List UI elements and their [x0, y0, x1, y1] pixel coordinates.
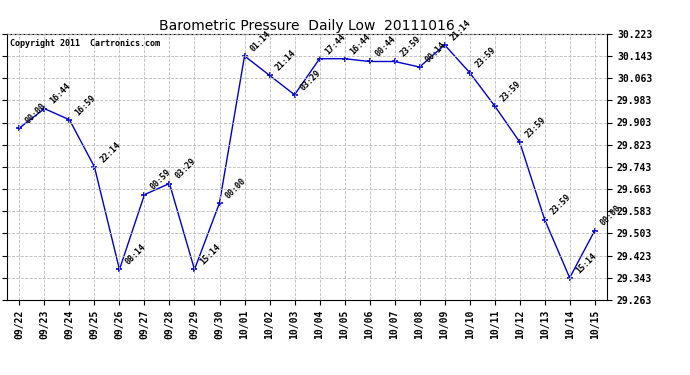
Text: 21:14: 21:14 — [448, 18, 473, 42]
Text: 00:14: 00:14 — [424, 40, 448, 64]
Text: 08:14: 08:14 — [124, 243, 148, 267]
Text: 22:14: 22:14 — [99, 140, 123, 164]
Text: 15:14: 15:14 — [199, 243, 223, 267]
Text: 00:44: 00:44 — [374, 34, 398, 59]
Text: 17:44: 17:44 — [324, 32, 348, 56]
Text: 16:59: 16:59 — [74, 93, 98, 117]
Text: 00:00: 00:00 — [23, 101, 48, 125]
Text: 23:59: 23:59 — [474, 46, 498, 70]
Text: 23:59: 23:59 — [524, 115, 548, 139]
Text: 00:00: 00:00 — [224, 176, 248, 200]
Text: 00:00: 00:00 — [599, 204, 623, 228]
Text: 03:29: 03:29 — [174, 157, 198, 181]
Text: 00:59: 00:59 — [148, 168, 172, 192]
Title: Barometric Pressure  Daily Low  20111016: Barometric Pressure Daily Low 20111016 — [159, 19, 455, 33]
Text: 16:44: 16:44 — [48, 82, 72, 106]
Text: 01:14: 01:14 — [248, 29, 273, 53]
Text: 16:44: 16:44 — [348, 32, 373, 56]
Text: Copyright 2011  Cartronics.com: Copyright 2011 Cartronics.com — [10, 39, 160, 48]
Text: 23:59: 23:59 — [549, 193, 573, 217]
Text: 23:59: 23:59 — [399, 34, 423, 59]
Text: 23:59: 23:59 — [499, 79, 523, 103]
Text: 21:14: 21:14 — [274, 48, 298, 73]
Text: 15:14: 15:14 — [574, 251, 598, 275]
Text: 03:29: 03:29 — [299, 68, 323, 92]
